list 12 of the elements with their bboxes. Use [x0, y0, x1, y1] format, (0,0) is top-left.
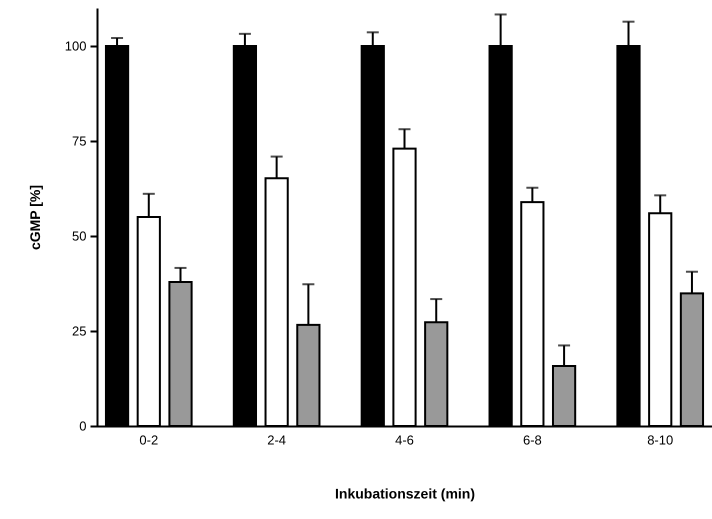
x-tick-label: 6-8: [522, 432, 542, 448]
y-axis-title: cGMP [%]: [26, 184, 43, 250]
x-tick-label: 0-2: [139, 432, 158, 448]
y-tick-label: 100: [64, 38, 86, 54]
y-tick-label: 75: [72, 134, 86, 148]
y-tick-label: 0: [79, 418, 86, 434]
y-tick-label: 25: [72, 324, 86, 338]
x-tick-label: 4-6: [395, 432, 414, 448]
y-tick-label: 50: [72, 228, 86, 244]
x-tick-label: 2-4: [267, 432, 286, 448]
x-axis-title: Inkubationszeit (min): [335, 486, 475, 502]
x-tick-label: 8-10: [647, 432, 674, 448]
